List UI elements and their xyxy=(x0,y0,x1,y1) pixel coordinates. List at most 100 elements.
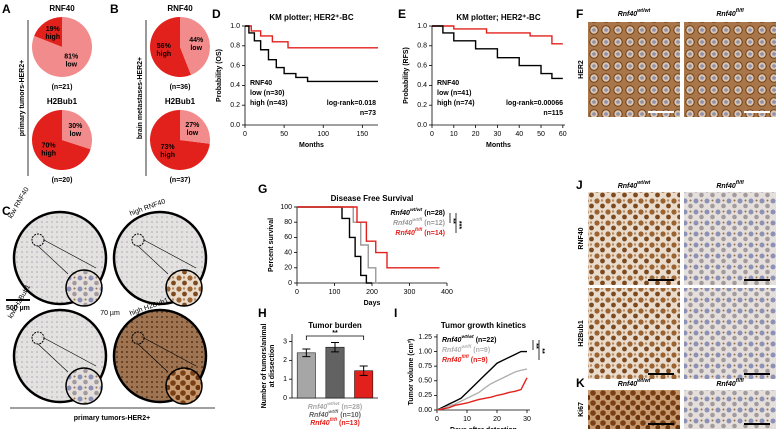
panel-label: H xyxy=(258,306,267,320)
genotype-superscript: wt/wt xyxy=(637,8,650,14)
gene-name: Rnf40 xyxy=(618,183,638,190)
y-tick-label: 0 xyxy=(288,280,292,287)
micrograph xyxy=(684,22,776,117)
micrograph xyxy=(684,390,776,429)
bar xyxy=(296,352,316,399)
pie-slice xyxy=(150,17,192,77)
pie-category-label: low xyxy=(190,45,202,52)
y-axis-label: at dissection xyxy=(269,345,276,388)
pie-category-label: high xyxy=(160,152,175,159)
genotype-label: Rnf40wt/wt (n=28) xyxy=(391,207,446,217)
panel-label: E xyxy=(398,7,406,21)
pie-category-label: low xyxy=(187,130,199,137)
zoom-lines xyxy=(137,239,197,275)
zoom-inset xyxy=(165,367,203,405)
legend-entry: high (n=43) xyxy=(250,100,288,107)
group-size: (n=9) xyxy=(471,357,488,364)
x-tick-label: 100 xyxy=(329,289,341,296)
x-tick-label: 50 xyxy=(280,131,288,138)
y-tick-label: 3 xyxy=(283,338,287,345)
gene-name: Rnf40 xyxy=(391,210,411,217)
pie-value-label: 56% xyxy=(157,43,172,50)
group-size: (n=10) xyxy=(340,412,361,419)
x-tick-label: 0 xyxy=(295,289,299,296)
core-label: low H2Bub1 xyxy=(7,284,32,320)
pie-value-label: 73% xyxy=(161,144,176,151)
group-size: (n=9) xyxy=(473,347,490,354)
pie-value-label: 27% xyxy=(185,122,200,129)
genotype-superscript: fl/fl xyxy=(736,180,744,186)
genotype-label: Rnf40fl/fl xyxy=(716,378,744,387)
row-label: Ki67 xyxy=(578,402,585,417)
y-tick-label: 1.0 xyxy=(230,23,240,30)
pie-n: (n=36) xyxy=(170,84,191,91)
y-tick-label: 60 xyxy=(284,234,292,241)
y-tick-label: 1.25 xyxy=(418,334,432,341)
genotype-superscript: wt/wt xyxy=(461,334,474,340)
y-axis-label: Probability (RFS) xyxy=(403,47,410,104)
gene-name: Rnf40 xyxy=(308,404,328,411)
x-tick-label: 0 xyxy=(243,131,247,138)
side-label: brain metastases-HER2+ xyxy=(137,57,144,139)
y-tick-label: 0.50 xyxy=(418,378,432,385)
y-tick-label: 1.0 xyxy=(417,23,427,30)
genotype-superscript: wt/wt xyxy=(637,180,650,186)
genotype-label: Rnf40wt/wt xyxy=(618,8,651,17)
significance: ** xyxy=(449,218,456,224)
pie-slice xyxy=(180,17,211,75)
gene-name: Rnf40 xyxy=(395,230,415,237)
error-bar xyxy=(302,348,311,358)
curve xyxy=(432,25,563,80)
micrograph xyxy=(684,192,776,285)
genotype-label: Rnf40wt/wt (n=28) xyxy=(308,401,363,411)
x-axis-label: Days after detection xyxy=(450,427,517,429)
gene-name: Rnf40 xyxy=(618,11,638,18)
legend-entry: low (n=41) xyxy=(437,90,471,97)
chart-title: Tumor burden xyxy=(308,321,362,330)
error-bar xyxy=(359,365,368,376)
gene-name: Rnf40 xyxy=(442,347,462,354)
pie-category-label: low xyxy=(65,61,77,68)
zoom-lines xyxy=(137,337,197,373)
gene-name: Rnf40 xyxy=(309,412,329,419)
x-tick-label: 300 xyxy=(404,289,416,296)
x-tick-label: 0 xyxy=(430,131,434,138)
pie-slice xyxy=(150,110,210,170)
genotype-superscript: wt/wt xyxy=(637,378,650,384)
significance: ** xyxy=(332,330,338,337)
y-tick-label: 0.8 xyxy=(230,43,240,50)
genotype-superscript: fl/fl xyxy=(736,8,744,14)
x-tick-label: 60 xyxy=(559,131,567,138)
curve xyxy=(297,206,372,284)
legend-entry: high (n=74) xyxy=(437,100,475,107)
gene-name: Rnf40 xyxy=(393,220,413,227)
x-tick-label: 20 xyxy=(493,416,501,423)
genotype-label: Rnf40fl/fl (n=14) xyxy=(395,227,445,237)
y-tick-label: 1.00 xyxy=(418,348,432,355)
significance: ** xyxy=(538,348,545,354)
genotype-superscript: wt/wt xyxy=(410,207,423,213)
y-axis-label: Percent survival xyxy=(268,218,275,272)
pie-value-label: 30% xyxy=(68,123,83,130)
error-bar xyxy=(331,341,339,353)
curve xyxy=(245,25,378,83)
gene-name: Rnf40 xyxy=(310,420,330,427)
significance: ** xyxy=(532,343,539,349)
panel-label: I xyxy=(394,306,397,320)
micrograph xyxy=(588,192,680,285)
row-label: H2Bub1 xyxy=(578,320,585,347)
x-tick-label: 30 xyxy=(523,416,531,423)
pie-title: RNF40 xyxy=(167,4,193,13)
genotype-label: Rnf40wt/wt xyxy=(618,378,651,387)
curve xyxy=(245,25,378,49)
legend-title: RNF40 xyxy=(250,80,272,87)
curve xyxy=(436,377,528,411)
micrograph xyxy=(588,22,680,117)
zoom-inset xyxy=(65,269,103,307)
sig-bracket xyxy=(305,335,365,340)
curve xyxy=(436,368,528,411)
y-tick-label: 1 xyxy=(283,376,287,383)
pie-slice xyxy=(62,109,92,150)
row-label: HER2 xyxy=(578,60,585,79)
